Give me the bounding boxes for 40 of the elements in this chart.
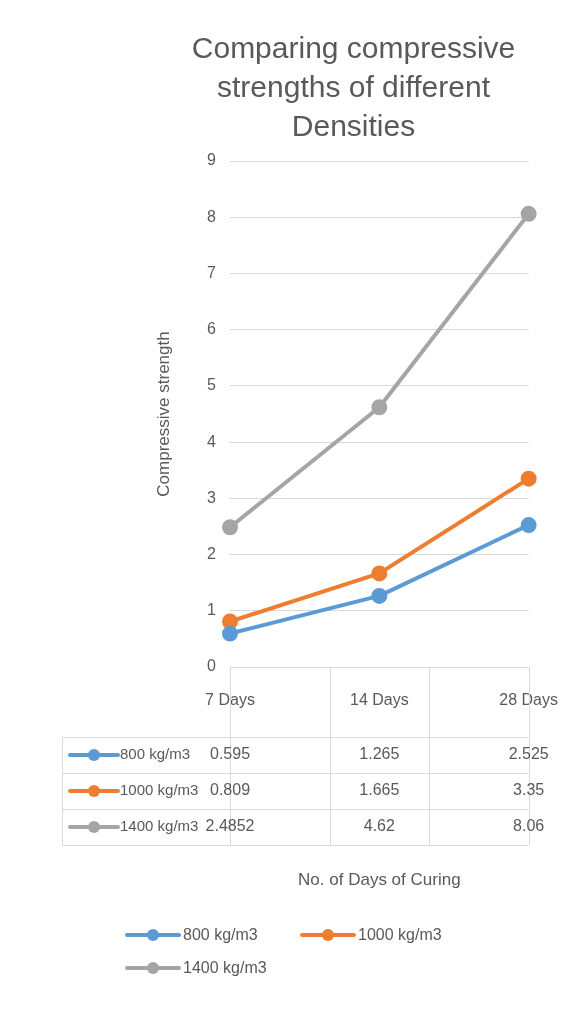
point (520, 517, 537, 534)
legend-label: 1400 kg/m3 (120, 817, 199, 835)
data-label: 0.809 (209, 781, 251, 799)
y-tick-label: 3 (207, 488, 217, 506)
y-tick-label: 8 (207, 207, 217, 225)
point (222, 625, 238, 642)
y-tick-label: 6 (207, 320, 217, 338)
y-tick-label: 5 (207, 376, 217, 394)
point (520, 205, 537, 222)
data-label: 2.525 (508, 745, 549, 763)
y-tick-label: 9 (207, 151, 217, 169)
point (371, 587, 388, 604)
point (520, 470, 537, 487)
y-axis-title: Compressive strength (153, 331, 173, 497)
data-label: 1.665 (359, 781, 400, 799)
y-tick-label: 4 (207, 432, 217, 450)
y-tick-label: 0 (207, 657, 217, 675)
x-tick-label: 28 Days (499, 691, 558, 709)
legend-label: 800 kg/m3 (120, 745, 191, 763)
data-label: 2.4852 (205, 817, 255, 835)
text: 1400 kg/m3 (183, 958, 267, 976)
point (222, 613, 238, 630)
legend-label: 1000 kg/m3 (120, 781, 199, 799)
point (371, 399, 388, 416)
x-tick-label: 7 Days (205, 691, 255, 709)
data-label: 8.06 (513, 817, 545, 835)
y-tick-label: 7 (207, 263, 217, 281)
data-label: 0.595 (209, 745, 251, 763)
data-label: 3.35 (513, 781, 545, 799)
x-tick-label: 14 Days (349, 691, 409, 709)
text: No. of Days of Curing (298, 869, 461, 889)
text: 800 kg/m3 (183, 925, 258, 943)
data-label: 4.62 (363, 817, 395, 835)
chart-title: Comparing compressive strengths of different Densities (191, 30, 516, 142)
y-tick-label: 1 (207, 601, 217, 619)
y-tick-label: 2 (207, 544, 217, 562)
point (222, 519, 238, 536)
data-label: 1.265 (359, 745, 400, 763)
text: 1000 kg/m3 (358, 925, 442, 943)
point (371, 565, 388, 582)
